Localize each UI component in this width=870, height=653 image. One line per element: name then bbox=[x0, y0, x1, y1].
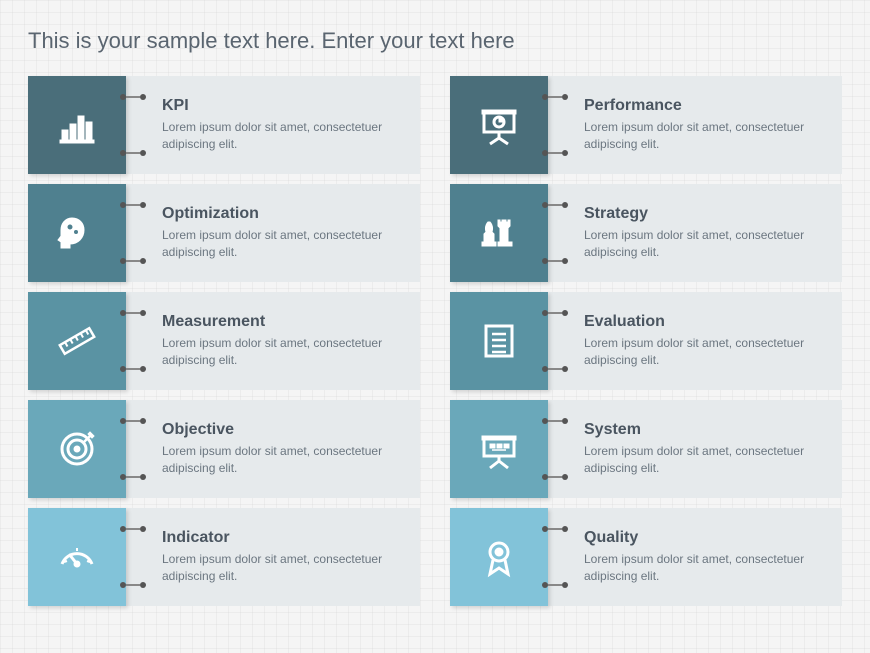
tile-text: Quality Lorem ipsum dolor sit amet, conse… bbox=[548, 508, 842, 606]
tile-text: KPI Lorem ipsum dolor sit amet, consectet… bbox=[126, 76, 420, 174]
tile-desc: Lorem ipsum dolor sit amet, consectetuer… bbox=[162, 335, 404, 369]
tile-desc: Lorem ipsum dolor sit amet, consectetuer… bbox=[584, 335, 826, 369]
target-icon bbox=[28, 400, 126, 498]
head-gears-icon bbox=[28, 184, 126, 282]
tile: Measurement Lorem ipsum dolor sit amet, c… bbox=[28, 292, 420, 390]
tile-title: System bbox=[584, 421, 826, 439]
tile-grid: KPI Lorem ipsum dolor sit amet, consectet… bbox=[28, 76, 842, 606]
tile-desc: Lorem ipsum dolor sit amet, consectetuer… bbox=[584, 443, 826, 477]
bar-chart-icon bbox=[28, 76, 126, 174]
tile-title: Indicator bbox=[162, 529, 404, 547]
tile: Indicator Lorem ipsum dolor sit amet, con… bbox=[28, 508, 420, 606]
tile: Strategy Lorem ipsum dolor sit amet, cons… bbox=[450, 184, 842, 282]
tile-desc: Lorem ipsum dolor sit amet, consectetuer… bbox=[162, 227, 404, 261]
chess-icon bbox=[450, 184, 548, 282]
tile: Evaluation Lorem ipsum dolor sit amet, co… bbox=[450, 292, 842, 390]
tile-title: Objective bbox=[162, 421, 404, 439]
page-title: This is your sample text here. Enter you… bbox=[28, 28, 842, 54]
checklist-icon bbox=[450, 292, 548, 390]
tile-title: Strategy bbox=[584, 205, 826, 223]
tile-text: Optimization Lorem ipsum dolor sit amet, … bbox=[126, 184, 420, 282]
tile-text: Measurement Lorem ipsum dolor sit amet, c… bbox=[126, 292, 420, 390]
tile: Performance Lorem ipsum dolor sit amet, c… bbox=[450, 76, 842, 174]
presentation-icon bbox=[450, 76, 548, 174]
tile-desc: Lorem ipsum dolor sit amet, consectetuer… bbox=[162, 443, 404, 477]
tile-text: System Lorem ipsum dolor sit amet, consec… bbox=[548, 400, 842, 498]
board-icon bbox=[450, 400, 548, 498]
tile-desc: Lorem ipsum dolor sit amet, consectetuer… bbox=[584, 227, 826, 261]
tile: System Lorem ipsum dolor sit amet, consec… bbox=[450, 400, 842, 498]
tile-title: KPI bbox=[162, 97, 404, 115]
tile-desc: Lorem ipsum dolor sit amet, consectetuer… bbox=[162, 119, 404, 153]
ribbon-icon bbox=[450, 508, 548, 606]
tile-text: Evaluation Lorem ipsum dolor sit amet, co… bbox=[548, 292, 842, 390]
gauge-icon bbox=[28, 508, 126, 606]
tile: KPI Lorem ipsum dolor sit amet, consectet… bbox=[28, 76, 420, 174]
tile-desc: Lorem ipsum dolor sit amet, consectetuer… bbox=[584, 551, 826, 585]
tile-title: Performance bbox=[584, 97, 826, 115]
tile-title: Quality bbox=[584, 529, 826, 547]
tile-text: Indicator Lorem ipsum dolor sit amet, con… bbox=[126, 508, 420, 606]
tile-title: Optimization bbox=[162, 205, 404, 223]
tile-title: Evaluation bbox=[584, 313, 826, 331]
tile: Objective Lorem ipsum dolor sit amet, con… bbox=[28, 400, 420, 498]
tile: Quality Lorem ipsum dolor sit amet, conse… bbox=[450, 508, 842, 606]
tile-title: Measurement bbox=[162, 313, 404, 331]
tile-text: Objective Lorem ipsum dolor sit amet, con… bbox=[126, 400, 420, 498]
tile-text: Performance Lorem ipsum dolor sit amet, c… bbox=[548, 76, 842, 174]
tile: Optimization Lorem ipsum dolor sit amet, … bbox=[28, 184, 420, 282]
tile-text: Strategy Lorem ipsum dolor sit amet, cons… bbox=[548, 184, 842, 282]
ruler-icon bbox=[28, 292, 126, 390]
tile-desc: Lorem ipsum dolor sit amet, consectetuer… bbox=[162, 551, 404, 585]
tile-desc: Lorem ipsum dolor sit amet, consectetuer… bbox=[584, 119, 826, 153]
